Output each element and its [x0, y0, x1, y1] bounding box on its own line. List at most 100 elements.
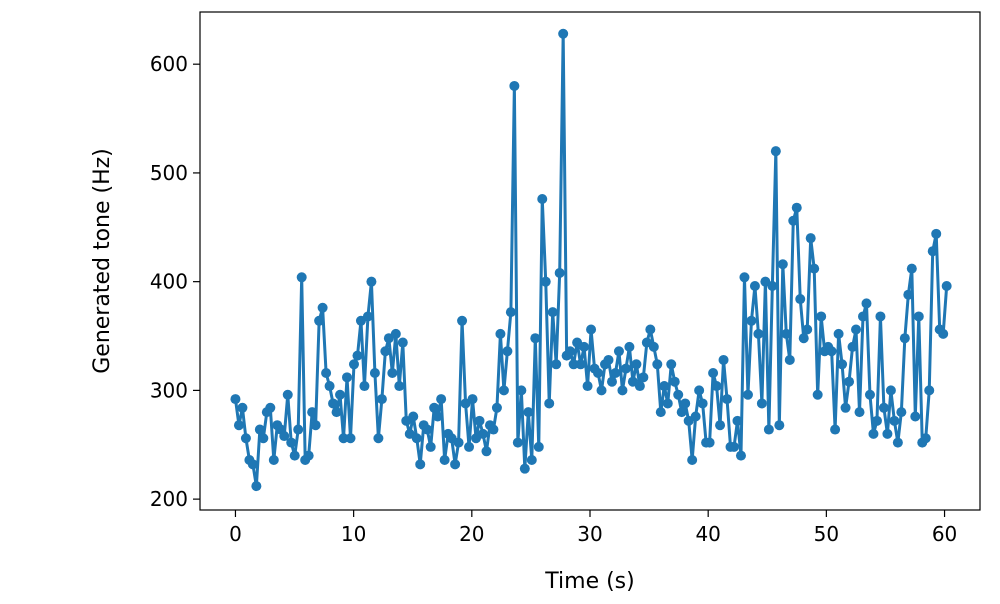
- data-point: [882, 428, 893, 439]
- data-point: [321, 367, 332, 378]
- data-point: [345, 433, 356, 444]
- data-point: [875, 311, 886, 322]
- data-point: [742, 389, 753, 400]
- y-axis-label: Generated tone (Hz): [90, 148, 115, 374]
- data-point: [798, 333, 809, 344]
- x-tick-label: 30: [577, 522, 602, 546]
- data-point: [613, 346, 624, 357]
- data-point: [704, 437, 715, 448]
- data-point: [240, 433, 251, 444]
- data-point: [359, 381, 370, 392]
- data-point: [429, 402, 440, 413]
- data-point: [554, 267, 565, 278]
- data-point: [896, 407, 907, 418]
- data-point: [408, 411, 419, 422]
- data-point: [530, 333, 541, 344]
- data-point: [718, 354, 729, 365]
- data-point: [540, 276, 551, 287]
- data-point: [899, 333, 910, 344]
- data-point: [436, 394, 447, 405]
- data-point: [258, 433, 269, 444]
- data-point: [606, 376, 617, 387]
- data-point: [247, 459, 258, 470]
- data-point: [352, 350, 363, 361]
- data-point: [732, 415, 743, 426]
- data-point: [477, 428, 488, 439]
- y-tick-label: 200: [150, 487, 188, 511]
- data-point: [770, 146, 781, 157]
- data-point: [394, 381, 405, 392]
- data-point: [816, 311, 827, 322]
- x-tick-label: 50: [814, 522, 839, 546]
- data-point: [512, 437, 523, 448]
- data-point: [777, 259, 788, 270]
- data-point: [826, 346, 837, 357]
- data-point: [913, 311, 924, 322]
- data-point: [861, 298, 872, 309]
- data-point: [526, 454, 537, 465]
- data-point: [833, 328, 844, 339]
- data-point: [634, 381, 645, 392]
- data-point: [230, 394, 241, 405]
- data-point: [809, 263, 820, 274]
- y-tick-label: 500: [150, 161, 188, 185]
- data-point: [941, 281, 952, 292]
- data-point: [631, 359, 642, 370]
- data-point: [565, 346, 576, 357]
- data-point: [254, 424, 265, 435]
- data-point: [739, 272, 750, 283]
- data-point: [303, 450, 314, 461]
- data-point: [296, 272, 307, 283]
- data-point: [491, 402, 502, 413]
- data-point: [324, 381, 335, 392]
- data-point: [781, 328, 792, 339]
- data-point: [366, 276, 377, 287]
- data-point: [544, 398, 555, 409]
- data-point: [397, 337, 408, 348]
- data-point: [767, 281, 778, 292]
- data-point: [509, 80, 520, 91]
- plot-area: [230, 28, 952, 492]
- data-point: [537, 194, 548, 205]
- data-point: [307, 407, 318, 418]
- y-tick-label: 300: [150, 378, 188, 402]
- data-point: [903, 289, 914, 300]
- data-point: [687, 454, 698, 465]
- data-point: [317, 302, 328, 313]
- data-point: [282, 389, 293, 400]
- x-tick-label: 10: [341, 522, 366, 546]
- data-point: [652, 359, 663, 370]
- data-point: [788, 215, 799, 226]
- data-point: [676, 407, 687, 418]
- data-point: [498, 385, 509, 396]
- data-point: [753, 328, 764, 339]
- data-point: [233, 420, 244, 431]
- data-point: [892, 437, 903, 448]
- data-point: [505, 307, 516, 318]
- data-point: [910, 411, 921, 422]
- data-point: [617, 385, 628, 396]
- data-point: [380, 346, 391, 357]
- data-point: [547, 307, 558, 318]
- data-point: [495, 328, 506, 339]
- data-point: [711, 381, 722, 392]
- data-point: [840, 402, 851, 413]
- data-point: [289, 450, 300, 461]
- axes-frame: [199, 11, 981, 511]
- data-point: [331, 407, 342, 418]
- data-point: [251, 481, 262, 492]
- data-point: [791, 202, 802, 213]
- data-point: [749, 281, 760, 292]
- data-point: [655, 407, 666, 418]
- data-point: [938, 328, 949, 339]
- data-point: [523, 407, 534, 418]
- data-point: [878, 402, 889, 413]
- data-point: [348, 359, 359, 370]
- data-point: [722, 394, 733, 405]
- data-point: [411, 433, 422, 444]
- data-point: [774, 420, 785, 431]
- data-point: [858, 311, 868, 322]
- data-point: [453, 437, 464, 448]
- data-point: [851, 324, 862, 335]
